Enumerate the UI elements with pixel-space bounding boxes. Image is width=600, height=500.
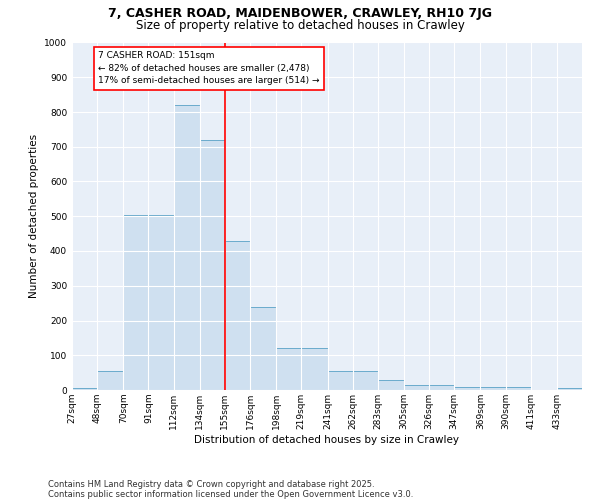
Bar (276, 348, 301, 390)
X-axis label: Distribution of detached houses by size in Crawley: Distribution of detached houses by size … (194, 434, 460, 444)
Bar (301, 348, 328, 390)
Bar (173, 105, 200, 390)
Bar (250, 306, 276, 390)
Bar (328, 371, 353, 390)
Text: Size of property relative to detached houses in Crawley: Size of property relative to detached ho… (136, 19, 464, 32)
Bar (225, 240, 250, 390)
Bar (353, 371, 378, 390)
Bar (72, 388, 97, 390)
Bar (200, 140, 225, 390)
Text: Contains HM Land Registry data © Crown copyright and database right 2025.
Contai: Contains HM Land Registry data © Crown c… (48, 480, 413, 499)
Bar (148, 214, 173, 390)
Bar (124, 214, 148, 390)
Bar (481, 386, 506, 390)
Bar (506, 386, 530, 390)
Bar (404, 385, 429, 390)
Bar (378, 380, 404, 390)
Bar (454, 386, 481, 390)
Y-axis label: Number of detached properties: Number of detached properties (29, 134, 38, 298)
Bar (557, 388, 582, 390)
Text: 7 CASHER ROAD: 151sqm
← 82% of detached houses are smaller (2,478)
17% of semi-d: 7 CASHER ROAD: 151sqm ← 82% of detached … (98, 51, 320, 85)
Bar (429, 385, 454, 390)
Text: 7, CASHER ROAD, MAIDENBOWER, CRAWLEY, RH10 7JG: 7, CASHER ROAD, MAIDENBOWER, CRAWLEY, RH… (108, 8, 492, 20)
Bar (97, 371, 124, 390)
